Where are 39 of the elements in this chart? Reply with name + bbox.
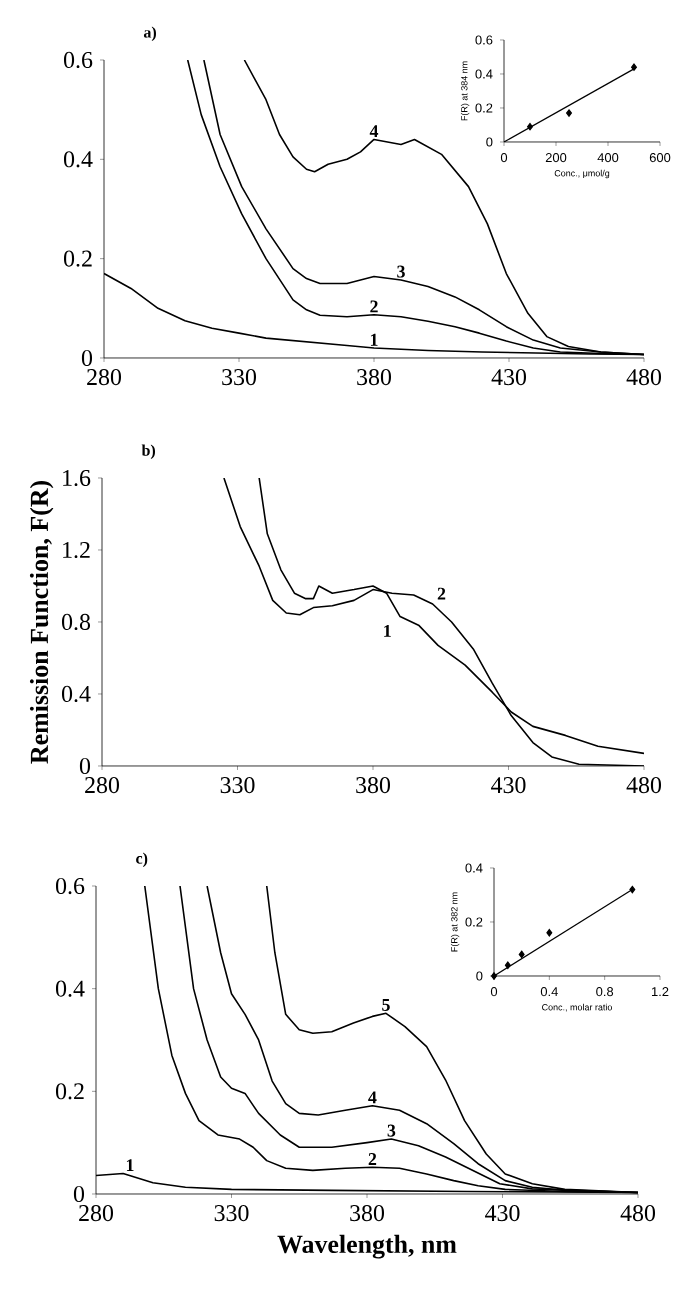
x-axis-title: Wavelength, nm <box>277 1234 457 1259</box>
y-tick-label: 0.6 <box>55 877 85 895</box>
series-label: 5 <box>382 998 390 1011</box>
x-tick-label: 480 <box>626 369 662 386</box>
x-tick-label: 430 <box>491 777 526 794</box>
x-tick-label: 330 <box>220 777 255 794</box>
series-label: 1 <box>384 624 391 637</box>
series-label: 2 <box>368 1153 377 1165</box>
y-tick-label: 0.8 <box>61 613 91 631</box>
x-tick-label: 330 <box>222 369 257 386</box>
x-tick-label: 430 <box>491 369 527 386</box>
series-label: 2 <box>437 587 446 600</box>
y-tick-label: 0.6 <box>63 51 93 69</box>
y-tick-label: 0.4 <box>61 685 91 703</box>
x-tick-label: 380 <box>356 777 391 794</box>
x-tick-label: 380 <box>357 369 392 386</box>
x-tick-label: 280 <box>79 1205 114 1222</box>
series-label: 3 <box>387 1124 396 1137</box>
series-label: 2 <box>370 300 378 313</box>
series-label: 1 <box>370 333 378 346</box>
y-tick-label: 1.2 <box>63 541 90 559</box>
y-tick-label: 0.2 <box>55 1083 84 1100</box>
x-tick-label: 280 <box>87 369 122 386</box>
y-tick-label: 0.2 <box>63 250 92 267</box>
series-label: 3 <box>397 265 405 278</box>
y-tick-label: 0 <box>81 349 93 367</box>
x-tick-label: 430 <box>485 1205 520 1222</box>
x-tick-label: 330 <box>214 1205 249 1222</box>
series-label: 1 <box>126 1159 134 1172</box>
series-label: 4 <box>369 125 379 138</box>
x-tick-label: 480 <box>620 1205 656 1222</box>
y-tick-label: 0 <box>79 757 91 775</box>
x-tick-label: 280 <box>85 777 120 794</box>
y-tick-label: 0 <box>73 1185 85 1203</box>
y-tick-label: 1.6 <box>63 469 91 487</box>
x-tick-label: 380 <box>350 1205 385 1222</box>
y-axis-title: Remission Function, F(R) <box>29 481 54 764</box>
series-label: 4 <box>368 1091 377 1104</box>
x-tick-label: 480 <box>626 777 662 794</box>
